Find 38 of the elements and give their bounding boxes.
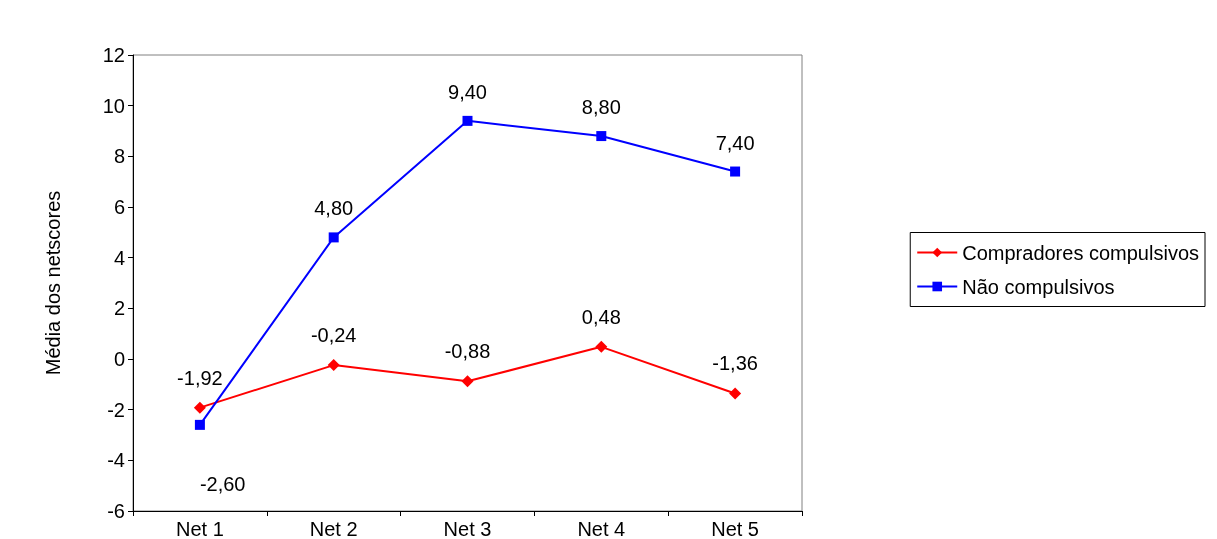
data-label: 0,48 — [581, 305, 621, 328]
data-label: 4,80 — [314, 197, 354, 220]
y-tick-label: -6 — [107, 500, 125, 522]
x-tick-label: Net 1 — [175, 518, 224, 539]
legend-label: Não compulsivos — [962, 275, 1115, 298]
data-label: 9,40 — [448, 80, 487, 103]
legend-label: Compradores compulsivos — [962, 241, 1200, 264]
y-axis-title: Média dos netscores — [42, 190, 64, 376]
y-tick-label: 8 — [113, 145, 125, 168]
y-tick-label: 0 — [113, 348, 125, 370]
x-tick-label: Net 4 — [577, 518, 626, 539]
point — [194, 419, 205, 430]
point — [462, 115, 473, 126]
point — [461, 375, 474, 388]
point — [327, 359, 340, 372]
point — [730, 166, 741, 177]
y-tick-label: 6 — [113, 196, 125, 218]
x-tick-label: Net 5 — [711, 518, 760, 539]
data-label: -1,92 — [177, 366, 223, 389]
x-tick-label: Net 2 — [309, 518, 358, 539]
y-tick-label: 2 — [113, 297, 125, 320]
point — [595, 340, 608, 353]
y-tick-label: 10 — [102, 94, 125, 117]
data-label: -0,24 — [310, 324, 357, 347]
y-tick-label: -2 — [107, 398, 125, 421]
data-label: -2,60 — [199, 472, 246, 495]
x-tick-label: Net 3 — [443, 518, 492, 539]
data-label: -0,88 — [444, 340, 491, 363]
point — [328, 232, 339, 243]
data-label: -1,36 — [712, 352, 758, 375]
point — [596, 131, 607, 142]
y-tick-label: -4 — [107, 449, 125, 472]
point — [729, 387, 742, 400]
point — [193, 401, 206, 414]
data-label: 7,40 — [715, 131, 755, 154]
data-label: 8,80 — [581, 96, 621, 119]
y-tick-label: 4 — [113, 246, 125, 269]
y-tick-label: 12 — [102, 44, 125, 66]
